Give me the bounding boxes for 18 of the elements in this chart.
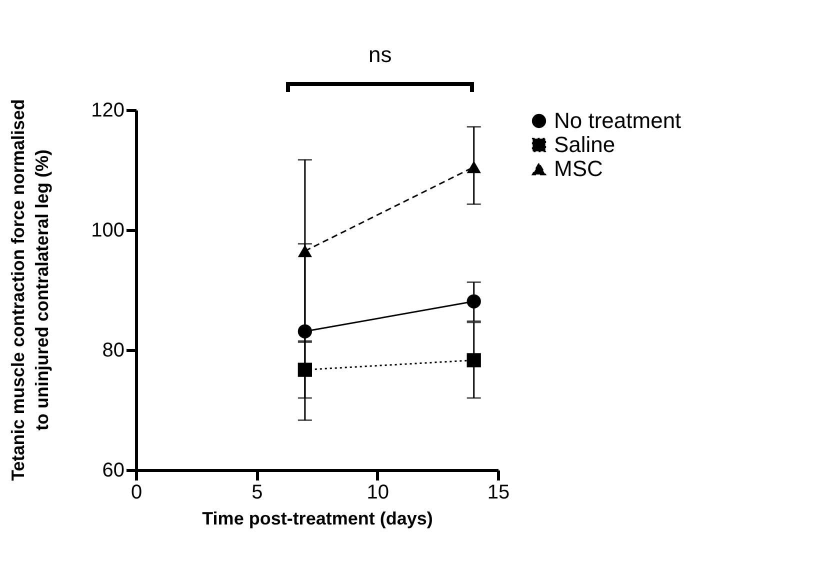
point (298, 324, 312, 338)
point (466, 294, 481, 308)
text: ns (368, 42, 392, 68)
point (466, 353, 481, 368)
y-axis-title: Tetanic muscle contraction force normalised to uninjured contralateral leg (%) (7, 99, 53, 481)
y-tick-label: 120 (91, 100, 124, 122)
legend-label: MSC (554, 156, 603, 181)
y-tick-label: 60 (102, 460, 124, 482)
legend-label: No treatment (554, 108, 682, 133)
x-tick-label: 15 (487, 482, 510, 504)
x-tick-label: 10 (366, 482, 389, 504)
y-tick-label: 80 (102, 340, 124, 362)
y-tick-label: 100 (91, 220, 124, 242)
legend-label: Saline (554, 132, 616, 157)
x-tick-label: 0 (130, 482, 142, 504)
x-axis-title: Time post-treatment (days) (202, 508, 433, 528)
point (298, 362, 312, 377)
x-tick-label: 5 (252, 482, 263, 504)
